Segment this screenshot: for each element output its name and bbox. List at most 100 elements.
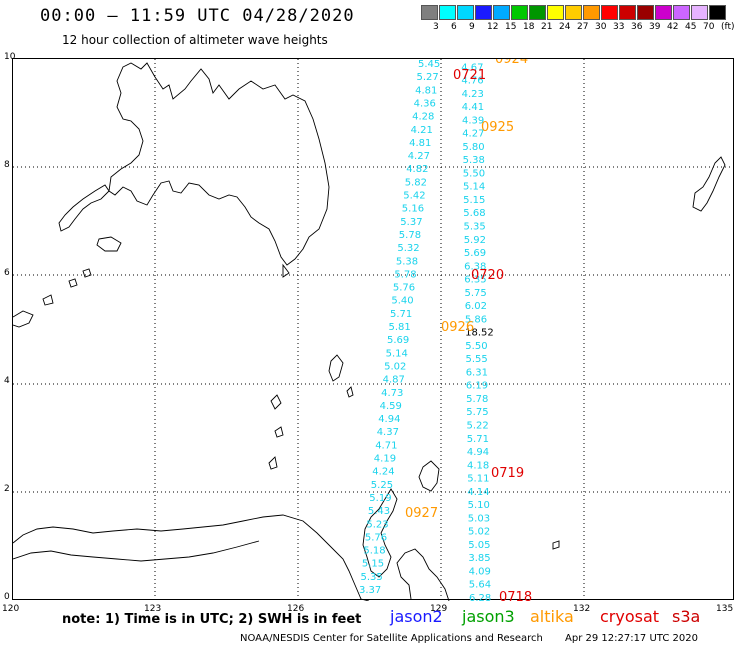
- wave-height-value-east: 6.35: [464, 275, 486, 286]
- wave-height-value-east: 5.55: [466, 354, 488, 365]
- wave-height-value-west: 4.19: [374, 454, 396, 465]
- wave-height-value-east: 5.69: [464, 248, 486, 259]
- wave-height-value-west: 4.87: [383, 375, 405, 386]
- wave-height-value-east: 4.14: [467, 487, 489, 498]
- x-tick-label: 135: [716, 604, 734, 614]
- wave-height-value-west: 5.40: [391, 296, 413, 307]
- wave-height-value-east: 5.22: [467, 421, 489, 432]
- wave-height-value-west: 5.71: [390, 309, 412, 320]
- colorbar-swatch: [673, 5, 690, 20]
- y-tick-label: 6: [4, 268, 10, 278]
- pass-time-label: 0926: [441, 320, 474, 335]
- colorbar-label: 15: [505, 22, 517, 32]
- wave-height-value-west: 4.24: [372, 467, 394, 478]
- colorbar-label: 24: [559, 22, 571, 32]
- wave-height-value-west: 5.14: [386, 348, 408, 359]
- wave-height-value-east: 4.27: [462, 129, 484, 140]
- sulawesi-coast: [13, 514, 370, 601]
- mindanao-coast: [108, 62, 330, 266]
- pass-time-labels: 0924 0721 0925 0720 0926 0719 0927 0718: [405, 59, 532, 601]
- colorbar-label: 27: [577, 22, 589, 32]
- wave-height-value-west: 5.78: [394, 269, 416, 280]
- colorbar-swatch: [457, 5, 474, 20]
- basilan-coast: [96, 236, 122, 252]
- colorbar-swatch: [655, 5, 672, 20]
- wave-height-value-west: 5.38: [396, 256, 418, 267]
- wave-height-value-east: 18.52: [465, 328, 494, 339]
- wave-height-value-east: 5.50: [463, 168, 485, 179]
- wave-height-value-east: 5.11: [467, 474, 489, 485]
- x-tick-label: 120: [2, 604, 20, 614]
- colorbar-label: 42: [667, 22, 679, 32]
- small-islands: [268, 263, 560, 550]
- coastlines: [13, 62, 726, 601]
- pass-time-label: 0718: [499, 590, 532, 601]
- wave-height-value-west: 5.43: [368, 506, 390, 517]
- wave-height-value-east: 4.09: [469, 567, 491, 578]
- pass-time-label: 0925: [481, 120, 514, 135]
- wave-height-value-west: 5.82: [405, 177, 427, 188]
- wave-height-value-west: 5.42: [403, 191, 425, 202]
- wave-height-value-east: 5.38: [463, 155, 485, 166]
- wave-height-value-east: 5.78: [466, 394, 488, 405]
- wave-height-value-west: 4.36: [414, 98, 436, 109]
- x-tick-label: 123: [144, 604, 162, 614]
- y-tick-label: 10: [4, 52, 16, 62]
- wave-height-value-east: 3.85: [468, 553, 490, 564]
- wave-height-value-west: 5.18: [363, 546, 385, 557]
- colorbar-label: 39: [649, 22, 661, 32]
- colorbar-labels: 3 6 9 12 15 18 21 24 27 30 33 36 39 42 45 70 (ft): [421, 22, 740, 34]
- wave-height-value-east: 4.39: [462, 115, 484, 126]
- wave-height-value-east: 5.80: [462, 142, 484, 153]
- sangihe-islands: [328, 354, 354, 398]
- colorbar-label: 9: [469, 22, 475, 32]
- wave-height-value-east: 5.64: [469, 580, 491, 591]
- colorbar-label: 33: [613, 22, 625, 32]
- colorbar-swatch: [691, 5, 708, 20]
- wave-height-value-east: 5.10: [468, 500, 490, 511]
- colorbar-swatch: [565, 5, 582, 20]
- x-tick-label: 129: [430, 604, 448, 614]
- wave-height-value-west: 5.27: [417, 72, 439, 83]
- wave-height-value-east: 5.35: [464, 222, 486, 233]
- x-tick-label: 132: [573, 604, 591, 614]
- colorbar-label: 36: [631, 22, 643, 32]
- wave-height-value-west: 4.73: [381, 388, 403, 399]
- wave-height-value-east: 4.67: [461, 62, 483, 73]
- wave-height-value-west: 4.82: [406, 164, 428, 175]
- wave-height-value-west: 5.69: [387, 335, 409, 346]
- y-tick-label: 8: [4, 160, 10, 170]
- legend-item-jason2: jason2: [390, 607, 443, 626]
- map-frame: 5.45 5.27 4.81 4.36 4.28 4.21 4.81 4.27 4.82 5.82…: [12, 58, 735, 601]
- wave-height-value-west: 3.37: [359, 585, 381, 596]
- wave-height-value-west: 5.25: [371, 480, 393, 491]
- wave-height-value-west: 5.19: [369, 493, 391, 504]
- wave-height-value-west: 5.81: [389, 322, 411, 333]
- wave-height-value-west: 4.28: [412, 112, 434, 123]
- colorbar-label: 30: [595, 22, 607, 32]
- colorbar-swatch: [547, 5, 564, 20]
- wave-height-value-west: 4.71: [375, 440, 397, 451]
- y-tick-label: 0: [4, 592, 10, 602]
- wave-height-value-east: 5.14: [463, 182, 485, 193]
- colorbar-label: 70: [703, 22, 715, 32]
- wave-height-value-west: 5.32: [397, 243, 419, 254]
- east-islands: [692, 156, 726, 212]
- pass-time-label: 0927: [405, 506, 438, 521]
- x-tick-label: 126: [287, 604, 305, 614]
- wave-height-value-west: 5.37: [400, 217, 422, 228]
- wave-height-value-west: 4.59: [380, 401, 402, 412]
- wave-height-value-east: 6.19: [466, 381, 488, 392]
- pass-time-label: 0924: [495, 59, 528, 67]
- colorbar-label: 18: [523, 22, 535, 32]
- wave-height-value-east: 4.23: [462, 89, 484, 100]
- y-tick-label: 2: [4, 484, 10, 494]
- legend-item-cryosat: cryosat: [600, 607, 660, 626]
- wave-height-value-east: 5.03: [468, 513, 490, 524]
- colorbar-swatch: [493, 5, 510, 20]
- colorbar-label: (ft): [721, 22, 735, 32]
- wave-height-value-east: 4.18: [467, 460, 489, 471]
- colorbar-swatch: [637, 5, 654, 20]
- colorbar-swatch: [529, 5, 546, 20]
- wave-height-value-west: 5.02: [384, 361, 406, 372]
